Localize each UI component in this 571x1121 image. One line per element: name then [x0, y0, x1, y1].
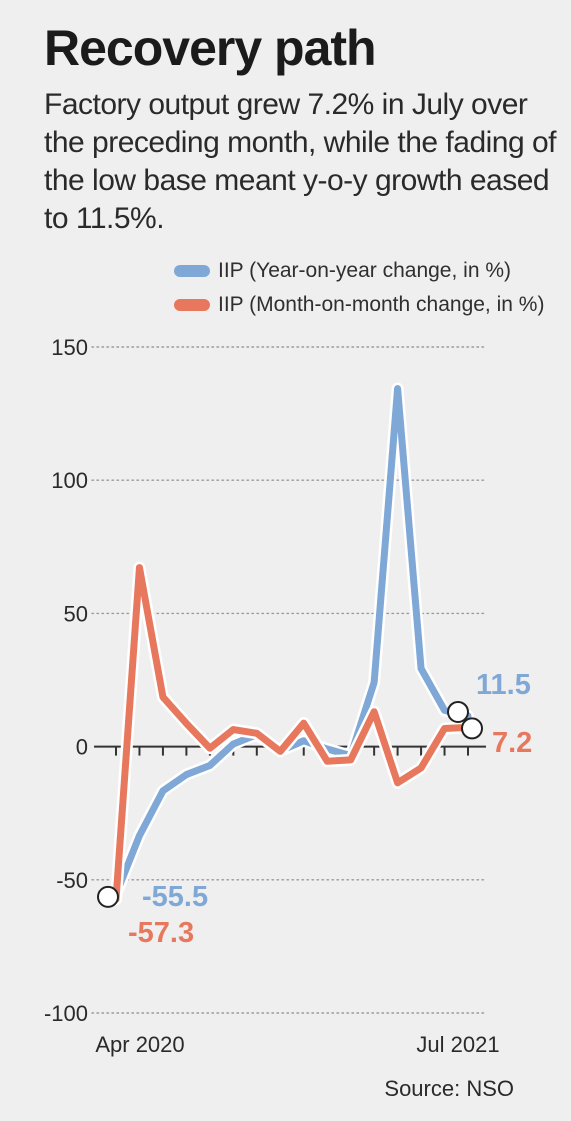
x-tick-label-end: Jul 2021	[416, 1032, 499, 1057]
legend-label-yoy: IIP (Year-on-year change, in %)	[218, 259, 511, 282]
chart-subtitle: Factory output grew 7.2% in July over th…	[44, 88, 557, 235]
y-tick-label--50: -50	[56, 868, 88, 893]
grid-layer	[91, 346, 487, 1014]
x-tick-label-start: Apr 2020	[95, 1032, 184, 1057]
chart-title: Recovery path	[44, 20, 377, 76]
end-marker-yoy	[447, 700, 469, 723]
series-halo-yoy	[110, 382, 474, 901]
legend: IIP (Year-on-year change, in %) IIP (Mon…	[174, 254, 564, 322]
source-note: Source: NSO	[384, 1076, 514, 1101]
marker-layer	[97, 700, 483, 908]
data-label-yoy-15: 11.5	[476, 669, 531, 701]
y-tick-label--100: -100	[44, 1001, 88, 1026]
y-tick-label-100: 100	[51, 468, 88, 493]
y-tick-label-0: 0	[76, 735, 88, 760]
legend-swatch-mom	[174, 299, 210, 311]
legend-swatch-yoy	[174, 265, 210, 277]
label-layer: -55.5 -57.3 11.5 7.2	[128, 669, 532, 949]
data-label-mom-15: 7.2	[492, 727, 532, 759]
data-label-yoy-0: -55.5	[142, 881, 208, 913]
end-marker-mom	[461, 717, 483, 740]
y-tick-label-150: 150	[51, 335, 88, 360]
legend-item-yoy: IIP (Year-on-year change, in %)	[174, 254, 564, 288]
series-line-mom	[112, 564, 472, 903]
data-label-mom-0: -57.3	[128, 917, 194, 949]
start-marker	[97, 885, 119, 908]
y-tick-label-50: 50	[64, 601, 88, 626]
legend-label-mom: IIP (Month-on-month change, in %)	[218, 293, 545, 316]
series-layer	[110, 382, 474, 906]
legend-item-mom: IIP (Month-on-month change, in %)	[174, 288, 564, 322]
axis-layer: -100 -50 0 50 100 150 Apr 2020 Jul 2021 Source: …	[44, 335, 514, 1101]
